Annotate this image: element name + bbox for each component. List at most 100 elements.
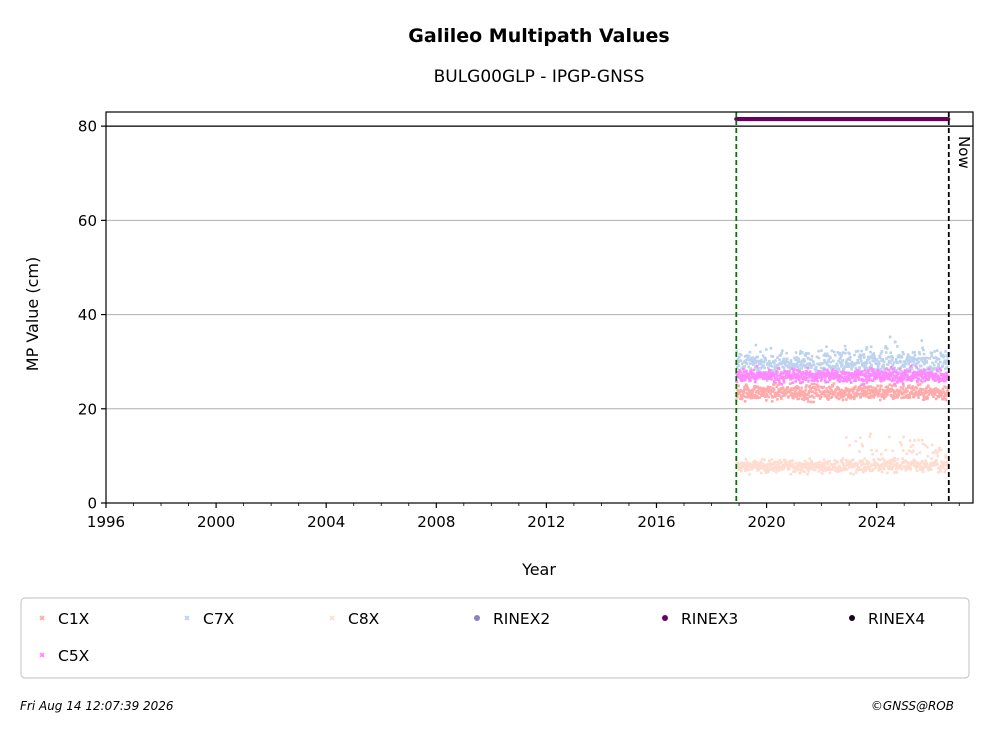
point — [911, 375, 914, 378]
point — [876, 464, 880, 468]
point — [823, 389, 827, 393]
point — [762, 374, 766, 378]
point — [846, 365, 849, 368]
point — [841, 457, 845, 460]
point — [822, 469, 825, 473]
point — [917, 396, 920, 399]
point — [942, 373, 945, 376]
point — [780, 461, 783, 465]
point — [781, 391, 784, 394]
point — [944, 454, 947, 458]
legend-marker — [849, 615, 855, 621]
point — [856, 393, 860, 396]
point — [754, 373, 757, 377]
point — [921, 360, 925, 364]
point — [881, 394, 884, 397]
point — [863, 367, 867, 371]
point — [864, 372, 867, 375]
point — [913, 459, 917, 463]
point — [859, 396, 863, 399]
point — [782, 378, 785, 382]
point — [869, 432, 872, 436]
point — [783, 393, 787, 397]
point — [840, 388, 844, 392]
point — [942, 355, 945, 359]
point — [807, 352, 811, 355]
point — [818, 390, 822, 393]
point — [897, 367, 900, 370]
point — [852, 391, 855, 395]
point — [911, 351, 915, 354]
point — [912, 370, 916, 374]
point — [851, 458, 855, 462]
point — [771, 466, 774, 469]
point — [859, 354, 863, 357]
point — [803, 359, 806, 363]
point — [894, 463, 897, 466]
point — [924, 389, 928, 393]
point — [916, 383, 920, 387]
point — [944, 360, 948, 363]
point — [911, 371, 915, 375]
point — [906, 465, 910, 469]
point — [788, 364, 791, 368]
point — [761, 457, 764, 461]
point — [856, 349, 860, 353]
point — [750, 396, 754, 400]
point — [840, 458, 844, 462]
point — [927, 393, 931, 396]
point — [823, 359, 826, 362]
point — [764, 395, 767, 398]
point — [939, 392, 943, 395]
point — [861, 364, 864, 367]
point — [936, 357, 940, 360]
point — [842, 394, 846, 398]
point — [843, 375, 847, 379]
point — [805, 461, 809, 465]
point — [739, 359, 743, 362]
x-tick-label: 2000 — [197, 513, 235, 531]
point — [839, 362, 843, 365]
point — [924, 375, 928, 378]
point — [938, 370, 942, 374]
point — [803, 459, 807, 463]
point — [910, 359, 913, 363]
point — [888, 372, 891, 376]
point — [923, 390, 927, 393]
point — [822, 366, 826, 370]
point — [790, 463, 794, 467]
point — [797, 374, 801, 378]
point — [751, 460, 755, 464]
point — [793, 470, 797, 473]
point — [942, 461, 946, 464]
point — [898, 367, 902, 371]
point — [888, 383, 892, 387]
point — [935, 388, 939, 391]
point — [860, 387, 863, 390]
point — [931, 391, 934, 395]
point — [802, 398, 806, 402]
point — [799, 462, 802, 465]
point — [777, 367, 781, 370]
point — [773, 380, 776, 384]
point — [920, 461, 923, 464]
point — [910, 390, 914, 393]
point — [814, 468, 817, 472]
point — [792, 371, 796, 375]
point — [868, 466, 871, 470]
point — [885, 347, 889, 350]
point — [930, 352, 934, 355]
point — [817, 356, 821, 360]
point — [756, 396, 760, 400]
point — [866, 463, 870, 467]
point — [879, 384, 883, 388]
point — [815, 355, 819, 359]
point — [916, 463, 920, 466]
footer-timestamp: Fri Aug 14 12:07:39 2026 — [20, 699, 174, 713]
point — [744, 376, 748, 379]
point — [899, 378, 902, 381]
point — [898, 355, 902, 359]
point — [886, 363, 890, 366]
point — [853, 463, 857, 467]
point — [844, 386, 848, 390]
